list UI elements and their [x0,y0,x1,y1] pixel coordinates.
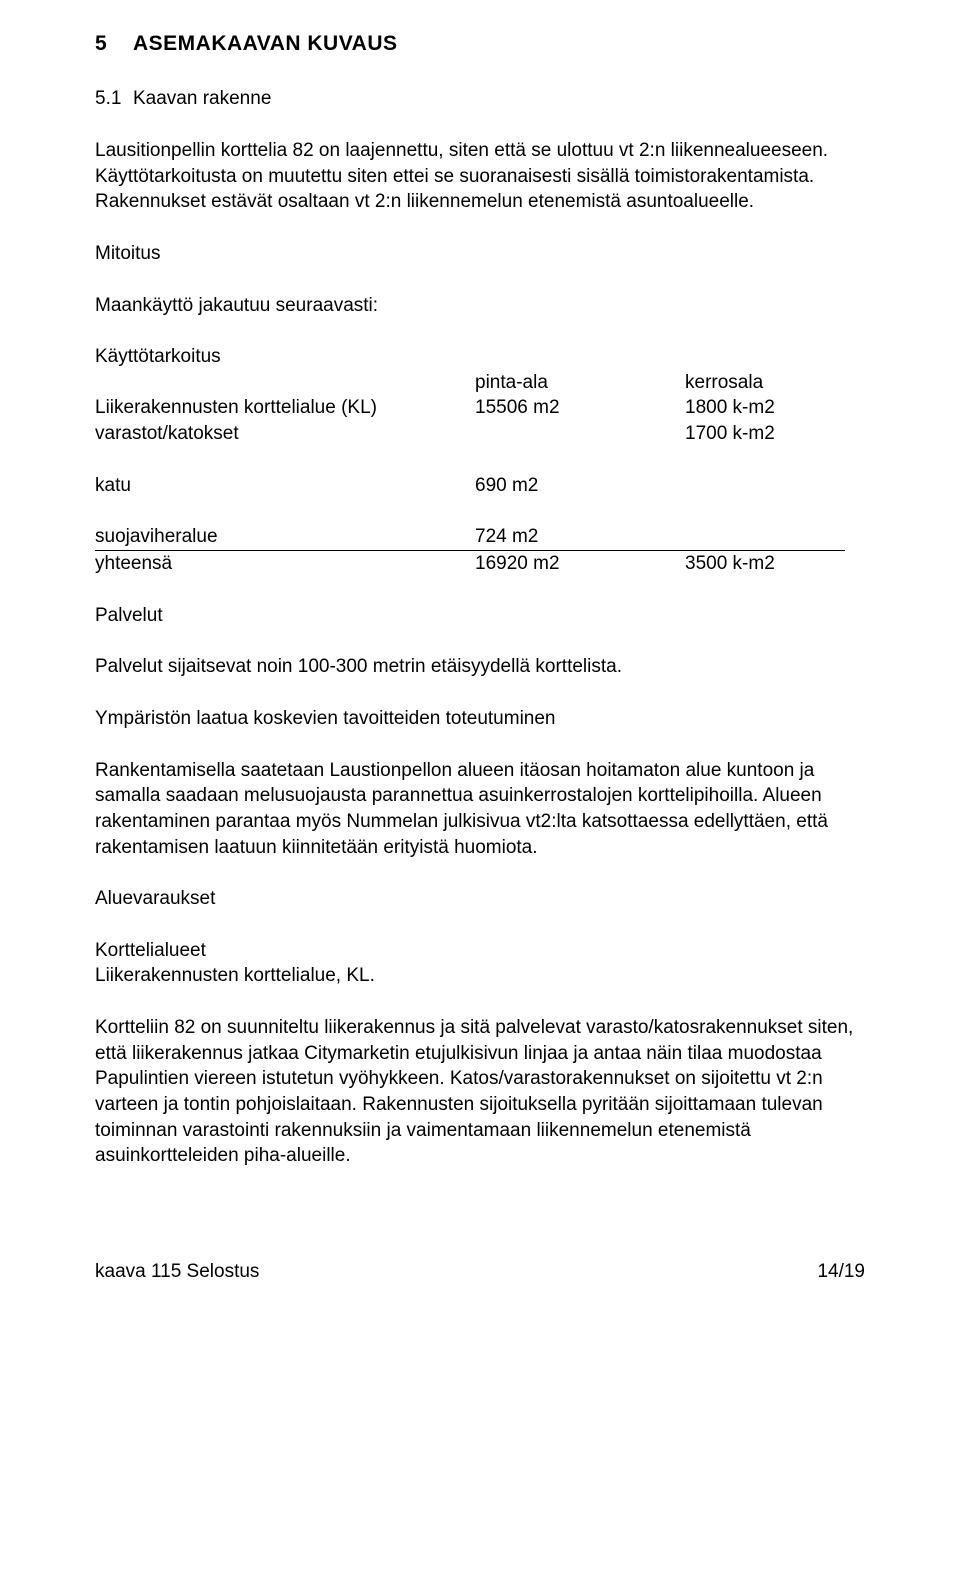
subsection-number: 5.1 [95,86,133,112]
kortteli-text: Kortteliin 82 on suunniteltu liikerakenn… [95,1015,865,1169]
table-row: katu 690 m2 [95,473,845,499]
table-row: yhteensä 16920 m2 3500 k-m2 [95,551,845,577]
cell: 1800 k-m2 [685,395,845,421]
page-footer: kaava 115 Selostus 14/19 [95,1259,865,1285]
cell: 1700 k-m2 [685,421,845,447]
mitoitus-label: Mitoitus [95,241,865,267]
cell [475,421,685,447]
cell: kerrosala [685,370,845,396]
section-title: ASEMAKAAVAN KUVAUS [133,32,398,55]
cell [685,473,845,499]
korttelialueet-line1: Korttelialueet [95,938,865,964]
cell: 724 m2 [475,524,685,550]
cell: Käyttötarkoitus [95,344,475,370]
cell: 3500 k-m2 [685,551,845,577]
palvelut-label: Palvelut [95,603,865,629]
cell: suojaviheralue [95,524,475,550]
table-row: suojaviheralue 724 m2 [95,524,845,550]
cell [685,524,845,550]
korttelialueet-line2: Liikerakennusten korttelialue, KL. [95,963,865,989]
cell: pinta-ala [475,370,685,396]
cell: varastot/katokset [95,421,475,447]
table-row: Käyttötarkoitus [95,344,845,370]
table-row: Liikerakennusten korttelialue (KL) 15506… [95,395,845,421]
section-heading: 5ASEMAKAAVAN KUVAUS [95,30,865,58]
use-table: Käyttötarkoitus pinta-ala kerrosala Liik… [95,344,845,447]
subsection-title: Kaavan rakenne [133,88,271,109]
cell: yhteensä [95,551,475,577]
ymparisto-text: Rankentamisella saatetaan Laustionpellon… [95,758,865,861]
cell: Liikerakennusten korttelialue (KL) [95,395,475,421]
section-number: 5 [95,30,133,58]
table-row: pinta-ala kerrosala [95,370,845,396]
cell [685,344,845,370]
cell [95,370,475,396]
street-table: katu 690 m2 [95,473,845,499]
cell: katu [95,473,475,499]
maankaytto-label: Maankäyttö jakautuu seuraavasti: [95,293,865,319]
paragraph-intro: Lausitionpellin korttelia 82 on laajenne… [95,138,865,215]
cell [475,344,685,370]
cell: 15506 m2 [475,395,685,421]
total-table: suojaviheralue 724 m2 yhteensä 16920 m2 … [95,524,845,576]
footer-right: 14/19 [817,1259,865,1285]
footer-left: kaava 115 Selostus [95,1259,259,1285]
table-row: varastot/katokset 1700 k-m2 [95,421,845,447]
cell: 16920 m2 [475,551,685,577]
subsection-heading: 5.1Kaavan rakenne [95,86,865,112]
palvelut-text: Palvelut sijaitsevat noin 100-300 metrin… [95,654,865,680]
aluevaraukset-label: Aluevaraukset [95,886,865,912]
cell: 690 m2 [475,473,685,499]
ymparisto-label: Ympäristön laatua koskevien tavoitteiden… [95,706,865,732]
